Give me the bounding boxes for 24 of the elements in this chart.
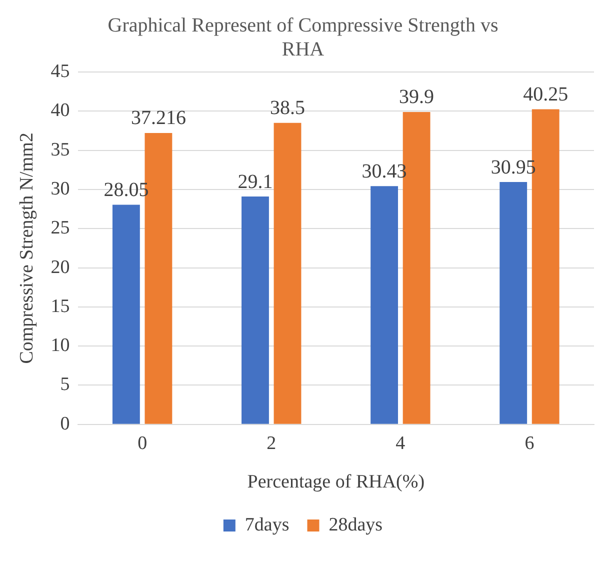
y-tick-label: 25 — [50, 218, 70, 239]
data-label: 40.25 — [523, 83, 568, 106]
data-label: 29.1 — [238, 170, 273, 193]
y-tick-label: 30 — [50, 178, 70, 200]
y-tick-label: 35 — [50, 139, 70, 160]
y-tick-label: 15 — [50, 296, 70, 317]
data-label: 38.5 — [270, 97, 306, 120]
x-axis-title: Percentage of RHA(%) — [247, 472, 425, 493]
y-tick-label: 45 — [50, 60, 70, 82]
y-axis-title: Compressive Strength N/mm2 — [16, 132, 38, 364]
y-tick-label: 5 — [60, 374, 70, 396]
legend-label: 28days — [328, 514, 383, 536]
data-label: 39.9 — [399, 86, 434, 108]
y-tick-label: 20 — [50, 256, 70, 278]
x-tick-label: 4 — [396, 432, 406, 454]
x-tick-label: 2 — [266, 432, 276, 454]
legend-label: 7days — [244, 514, 290, 536]
y-tick-label: 10 — [50, 335, 70, 356]
x-tick-label: 6 — [524, 432, 534, 454]
y-tick-label: 0 — [60, 413, 70, 434]
data-label: 37.216 — [130, 107, 186, 130]
y-tick-label: 40 — [50, 100, 70, 122]
x-tick-label: 0 — [138, 432, 148, 454]
chart-title: Graphical Represent of Compressive Strength vs RHA — [108, 14, 498, 60]
